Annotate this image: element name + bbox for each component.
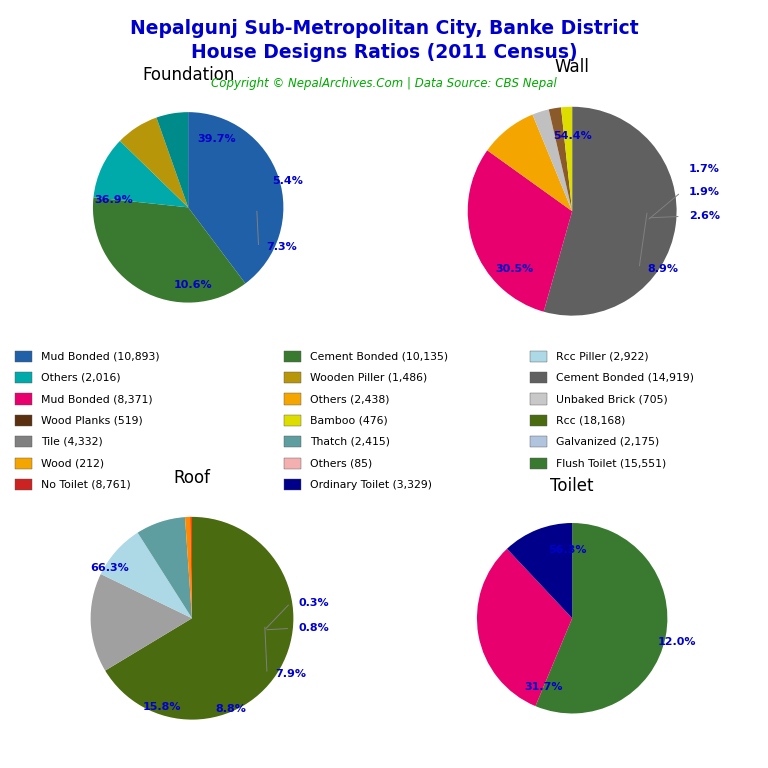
Text: 39.7%: 39.7% — [197, 134, 236, 144]
Text: Nepalgunj Sub-Metropolitan City, Banke District
House Designs Ratios (2011 Censu: Nepalgunj Sub-Metropolitan City, Banke D… — [130, 19, 638, 61]
FancyBboxPatch shape — [530, 351, 547, 362]
Text: 56.3%: 56.3% — [548, 545, 587, 554]
FancyBboxPatch shape — [15, 415, 32, 426]
Wedge shape — [477, 549, 572, 706]
Text: 0.3%: 0.3% — [299, 598, 329, 608]
Wedge shape — [120, 118, 188, 207]
FancyBboxPatch shape — [530, 415, 547, 426]
Text: Galvanized (2,175): Galvanized (2,175) — [556, 437, 659, 447]
Text: 8.8%: 8.8% — [215, 704, 246, 714]
Text: Cement Bonded (14,919): Cement Bonded (14,919) — [556, 372, 694, 382]
Text: 54.4%: 54.4% — [553, 131, 591, 141]
Text: Others (2,438): Others (2,438) — [310, 394, 390, 404]
Text: Flush Toilet (15,551): Flush Toilet (15,551) — [556, 458, 667, 468]
Wedge shape — [544, 107, 677, 316]
Title: Roof: Roof — [174, 469, 210, 487]
Text: 7.3%: 7.3% — [266, 243, 297, 253]
Wedge shape — [185, 517, 192, 618]
FancyBboxPatch shape — [284, 458, 301, 469]
Wedge shape — [507, 523, 572, 618]
FancyBboxPatch shape — [530, 458, 547, 469]
Wedge shape — [190, 517, 192, 618]
FancyBboxPatch shape — [15, 479, 32, 490]
FancyBboxPatch shape — [284, 479, 301, 490]
Text: Wood (212): Wood (212) — [41, 458, 104, 468]
Text: 12.0%: 12.0% — [658, 637, 697, 647]
Text: Others (2,016): Others (2,016) — [41, 372, 121, 382]
Text: 31.7%: 31.7% — [525, 682, 563, 692]
FancyBboxPatch shape — [284, 351, 301, 362]
Text: 5.4%: 5.4% — [272, 176, 303, 186]
Text: Thatch (2,415): Thatch (2,415) — [310, 437, 390, 447]
Title: Wall: Wall — [554, 58, 590, 76]
Text: Rcc (18,168): Rcc (18,168) — [556, 415, 625, 425]
Title: Toilet: Toilet — [551, 477, 594, 495]
Wedge shape — [548, 108, 572, 211]
Wedge shape — [93, 197, 246, 303]
Wedge shape — [105, 517, 293, 720]
Text: Mud Bonded (10,893): Mud Bonded (10,893) — [41, 351, 160, 361]
Wedge shape — [91, 574, 192, 670]
Text: Wooden Piller (1,486): Wooden Piller (1,486) — [310, 372, 428, 382]
Text: Tile (4,332): Tile (4,332) — [41, 437, 103, 447]
Text: 30.5%: 30.5% — [495, 263, 534, 273]
Wedge shape — [94, 141, 188, 207]
Wedge shape — [188, 112, 283, 283]
Text: 7.9%: 7.9% — [275, 669, 306, 679]
Text: Bamboo (476): Bamboo (476) — [310, 415, 388, 425]
Wedge shape — [532, 109, 572, 211]
Wedge shape — [535, 523, 667, 713]
Wedge shape — [561, 107, 572, 211]
FancyBboxPatch shape — [15, 436, 32, 448]
FancyBboxPatch shape — [530, 393, 547, 405]
FancyBboxPatch shape — [284, 372, 301, 383]
Text: 0.8%: 0.8% — [299, 624, 329, 634]
Wedge shape — [101, 533, 192, 618]
Text: Wood Planks (519): Wood Planks (519) — [41, 415, 143, 425]
FancyBboxPatch shape — [284, 436, 301, 448]
Text: 66.3%: 66.3% — [91, 562, 129, 573]
Text: 2.6%: 2.6% — [689, 211, 720, 221]
FancyBboxPatch shape — [284, 415, 301, 426]
Title: Foundation: Foundation — [142, 66, 234, 84]
Text: 15.8%: 15.8% — [142, 703, 180, 713]
FancyBboxPatch shape — [530, 372, 547, 383]
Text: No Toilet (8,761): No Toilet (8,761) — [41, 480, 131, 490]
Text: Copyright © NepalArchives.Com | Data Source: CBS Nepal: Copyright © NepalArchives.Com | Data Sou… — [211, 77, 557, 90]
Text: Cement Bonded (10,135): Cement Bonded (10,135) — [310, 351, 449, 361]
FancyBboxPatch shape — [15, 372, 32, 383]
Wedge shape — [157, 112, 188, 207]
FancyBboxPatch shape — [15, 351, 32, 362]
Text: Mud Bonded (8,371): Mud Bonded (8,371) — [41, 394, 153, 404]
Text: Unbaked Brick (705): Unbaked Brick (705) — [556, 394, 668, 404]
Wedge shape — [468, 151, 572, 312]
Text: 10.6%: 10.6% — [174, 280, 212, 290]
FancyBboxPatch shape — [15, 393, 32, 405]
Text: 36.9%: 36.9% — [94, 195, 134, 205]
Wedge shape — [487, 114, 572, 211]
FancyBboxPatch shape — [15, 458, 32, 469]
Text: 1.7%: 1.7% — [689, 164, 720, 174]
Text: 8.9%: 8.9% — [647, 263, 678, 273]
Wedge shape — [137, 517, 192, 618]
Text: Others (85): Others (85) — [310, 458, 372, 468]
FancyBboxPatch shape — [530, 436, 547, 448]
Text: 1.9%: 1.9% — [689, 187, 720, 197]
Text: Rcc Piller (2,922): Rcc Piller (2,922) — [556, 351, 649, 361]
Text: Ordinary Toilet (3,329): Ordinary Toilet (3,329) — [310, 480, 432, 490]
FancyBboxPatch shape — [284, 393, 301, 405]
